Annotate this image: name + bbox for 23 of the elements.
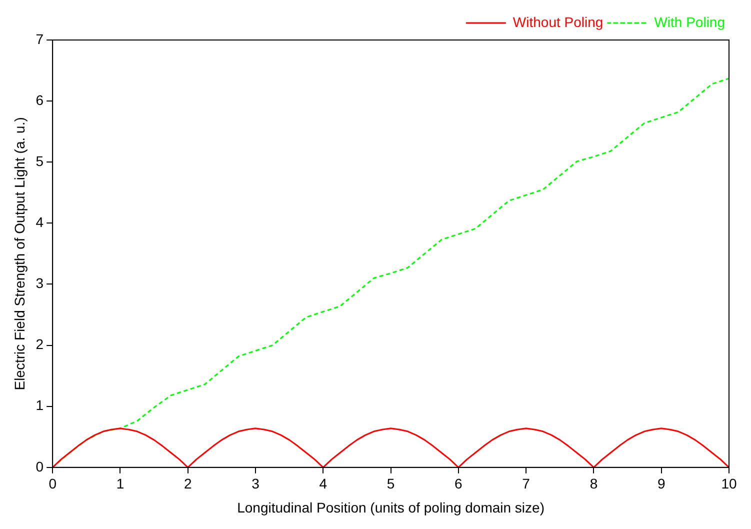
x-tick-label: 2 (184, 476, 192, 492)
y-tick-label: 3 (36, 275, 44, 292)
legend-label: With Poling (654, 14, 726, 30)
x-tick-label: 0 (48, 476, 57, 492)
y-tick-label: 4 (36, 214, 44, 230)
y-tick-label: 2 (36, 336, 44, 352)
x-tick-label: 10 (721, 476, 737, 492)
x-tick-label: 7 (522, 476, 530, 492)
x-axis-title: Longitudinal Position (units of poling domain size) (237, 499, 544, 516)
y-tick-label: 7 (36, 30, 44, 47)
x-tick-label: 8 (590, 476, 598, 492)
x-tick-label: 3 (252, 476, 260, 492)
x-tick-label: 4 (319, 476, 328, 492)
x-tick-label: 5 (386, 476, 395, 492)
y-tick-label: 5 (36, 152, 44, 169)
y-tick-label: 1 (36, 397, 44, 414)
x-tick-label: 9 (657, 476, 666, 492)
y-axis-title: Electric Field Strength of Output Light (a. u.) (11, 117, 28, 390)
x-tick-label: 1 (116, 476, 124, 492)
y-tick-label: 0 (36, 458, 44, 474)
legend-label: Without Poling (512, 14, 604, 30)
x-tick-label: 6 (454, 476, 463, 492)
y-tick-label: 6 (36, 92, 44, 108)
